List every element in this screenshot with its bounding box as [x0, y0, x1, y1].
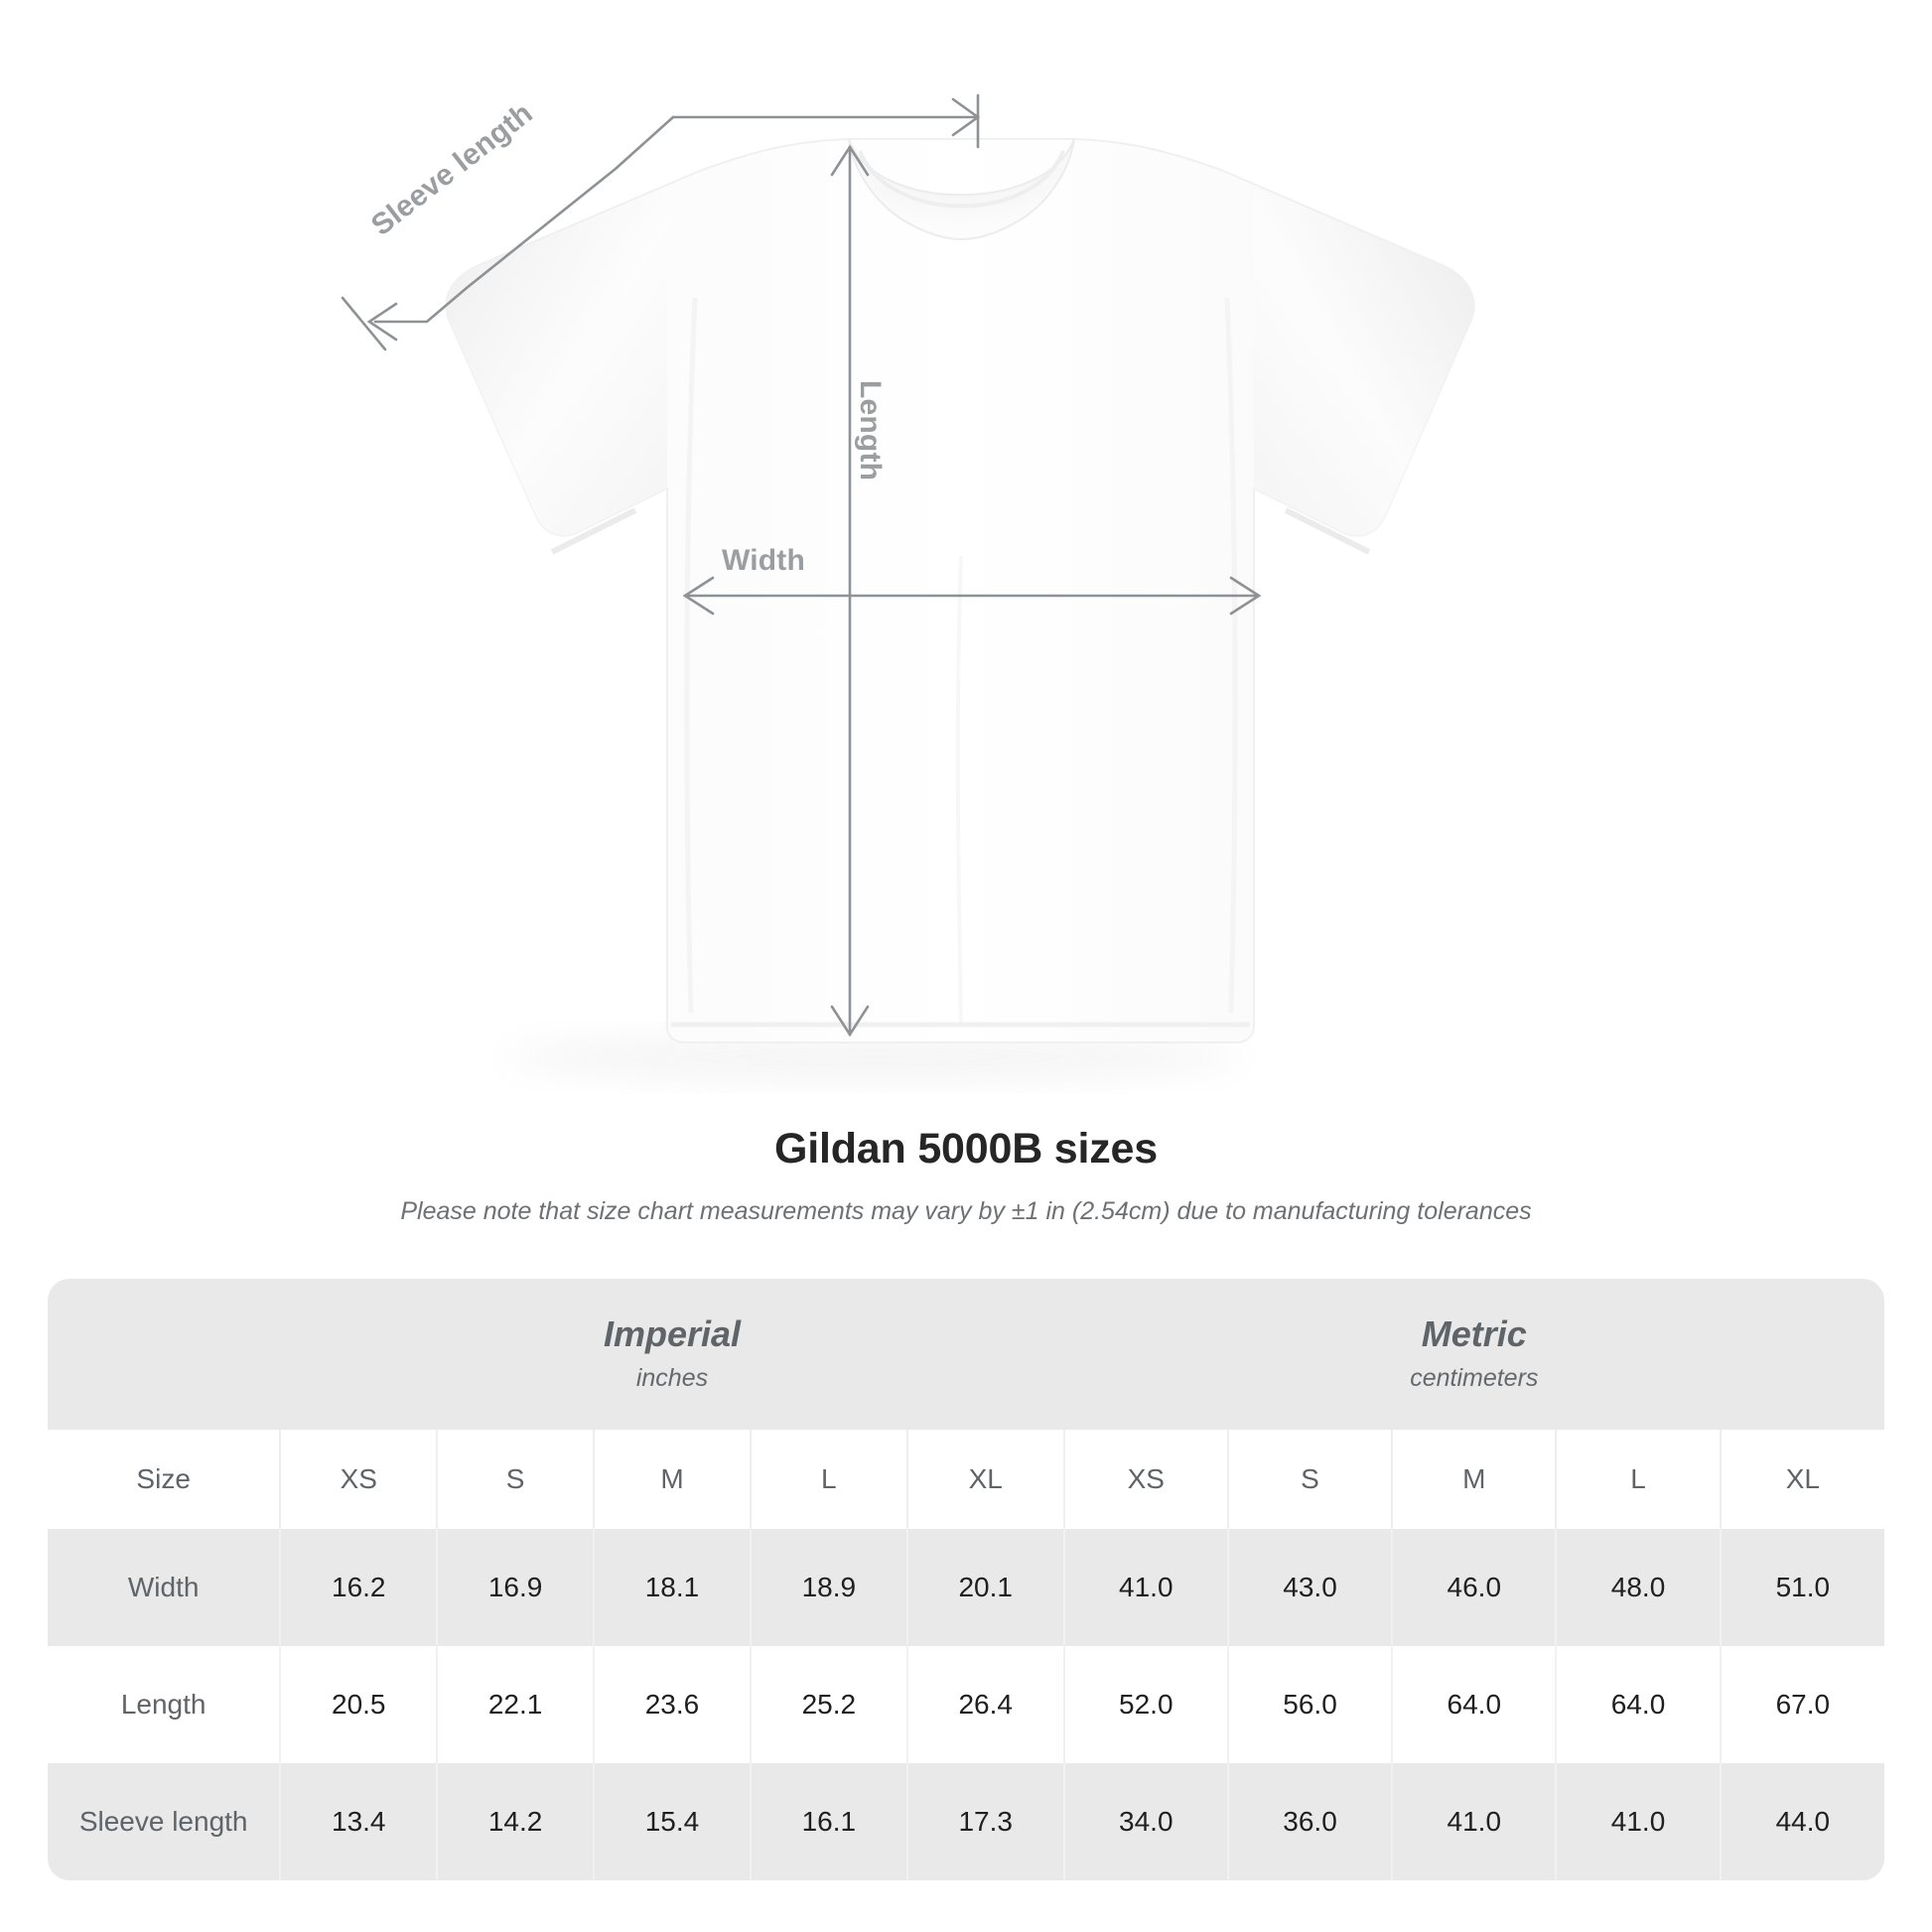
left-sleeve-hem [550, 507, 637, 555]
unit-system-header-row: Imperial inches Metric centimeters [48, 1279, 1884, 1430]
cell-length-imperial-l: 25.2 [750, 1646, 908, 1763]
cell-sleeve-metric-xl: 44.0 [1720, 1763, 1884, 1880]
size-header-imperial-s: S [437, 1430, 596, 1529]
tshirt-illustration [341, 93, 1475, 1083]
length-dimension-arrow [830, 144, 870, 1037]
metric-unit-header: Metric centimeters [1063, 1279, 1884, 1430]
right-sleeve [1254, 189, 1474, 536]
cell-width-metric-l: 48.0 [1556, 1529, 1722, 1646]
row-label-width: Width [48, 1529, 282, 1646]
cell-sleeve-imperial-s: 14.2 [437, 1763, 596, 1880]
shirt-shadow [506, 1032, 1241, 1083]
cell-width-metric-s: 43.0 [1227, 1529, 1394, 1646]
cell-sleeve-imperial-l: 16.1 [750, 1763, 908, 1880]
cell-width-imperial-xl: 20.1 [906, 1529, 1065, 1646]
size-chart-table-container: Imperial inches Metric centimeters Size … [48, 1279, 1884, 1880]
cell-length-imperial-s: 22.1 [437, 1646, 596, 1763]
width-label: Width [722, 544, 806, 577]
cell-sleeve-imperial-xl: 17.3 [906, 1763, 1065, 1880]
length-label: Length [854, 380, 887, 482]
cell-length-imperial-m: 23.6 [594, 1646, 752, 1763]
cell-length-imperial-xl: 26.4 [906, 1646, 1065, 1763]
cell-width-metric-xs: 41.0 [1063, 1529, 1229, 1646]
tshirt-diagram: Sleeve length Length Width [341, 93, 1475, 1083]
metric-unit-sub: centimeters [1410, 1364, 1539, 1393]
cell-length-imperial-xs: 20.5 [280, 1646, 439, 1763]
table-row: Sleeve length 13.4 14.2 15.4 16.1 17.3 3… [48, 1763, 1884, 1880]
page-title: Gildan 5000B sizes [774, 1125, 1158, 1173]
size-header-row: Size XS S M L XL XS S M L XL [48, 1430, 1884, 1529]
row-label-sleeve-length: Sleeve length [48, 1763, 282, 1880]
fold-center [955, 555, 963, 1024]
cell-length-metric-m: 64.0 [1392, 1646, 1558, 1763]
table-row: Length 20.5 22.1 23.6 25.2 26.4 52.0 56.… [48, 1646, 1884, 1763]
chart-heading-block: Gildan 5000B sizes Please note that size… [0, 1125, 1932, 1226]
table-row: Width 16.2 16.9 18.1 18.9 20.1 41.0 43.0… [48, 1529, 1884, 1646]
tolerance-note: Please note that size chart measurements… [400, 1197, 1532, 1225]
size-header-metric-xs: XS [1063, 1430, 1229, 1529]
cell-sleeve-metric-m: 41.0 [1392, 1763, 1558, 1880]
size-header-metric-xl: XL [1720, 1430, 1884, 1529]
cell-length-metric-s: 56.0 [1227, 1646, 1394, 1763]
size-chart-table: Imperial inches Metric centimeters Size … [48, 1279, 1884, 1880]
imperial-unit-sub: inches [635, 1364, 709, 1393]
cell-width-metric-xl: 51.0 [1720, 1529, 1884, 1646]
size-header-metric-l: L [1556, 1430, 1722, 1529]
size-header-metric-m: M [1392, 1430, 1558, 1529]
cell-sleeve-imperial-m: 15.4 [594, 1763, 752, 1880]
cell-sleeve-metric-s: 36.0 [1227, 1763, 1394, 1880]
collar [848, 138, 1075, 240]
row-label-length: Length [48, 1646, 282, 1763]
cell-sleeve-metric-xs: 34.0 [1063, 1763, 1229, 1880]
unit-row-spacer [48, 1279, 281, 1430]
imperial-unit-header: Imperial inches [280, 1279, 1064, 1430]
metric-unit-name: Metric [1421, 1312, 1527, 1354]
left-sleeve [446, 189, 667, 536]
cell-length-metric-l: 64.0 [1556, 1646, 1722, 1763]
right-sleeve-hem [1284, 507, 1371, 555]
imperial-unit-name: Imperial [603, 1312, 742, 1354]
collar-inner-line [858, 150, 1065, 208]
size-header-imperial-m: M [594, 1430, 752, 1529]
cell-width-imperial-m: 18.1 [594, 1529, 752, 1646]
cell-width-imperial-xs: 16.2 [280, 1529, 439, 1646]
cell-width-imperial-s: 16.9 [437, 1529, 596, 1646]
cell-width-imperial-l: 18.9 [750, 1529, 908, 1646]
sleeve-length-dimension-arrow [341, 93, 981, 351]
cell-length-metric-xs: 52.0 [1063, 1646, 1229, 1763]
width-dimension-arrow [682, 576, 1262, 616]
size-header-imperial-l: L [750, 1430, 908, 1529]
size-header-metric-s: S [1227, 1430, 1394, 1529]
size-header-imperial-xl: XL [906, 1430, 1065, 1529]
cell-length-metric-xl: 67.0 [1720, 1646, 1884, 1763]
cell-width-metric-m: 46.0 [1392, 1529, 1558, 1646]
size-header-label: Size [48, 1430, 282, 1529]
cell-sleeve-imperial-xs: 13.4 [280, 1763, 439, 1880]
fold-right [1224, 297, 1238, 1014]
cell-sleeve-metric-l: 41.0 [1556, 1763, 1722, 1880]
fold-left [684, 297, 698, 1014]
size-header-imperial-xs: XS [280, 1430, 439, 1529]
